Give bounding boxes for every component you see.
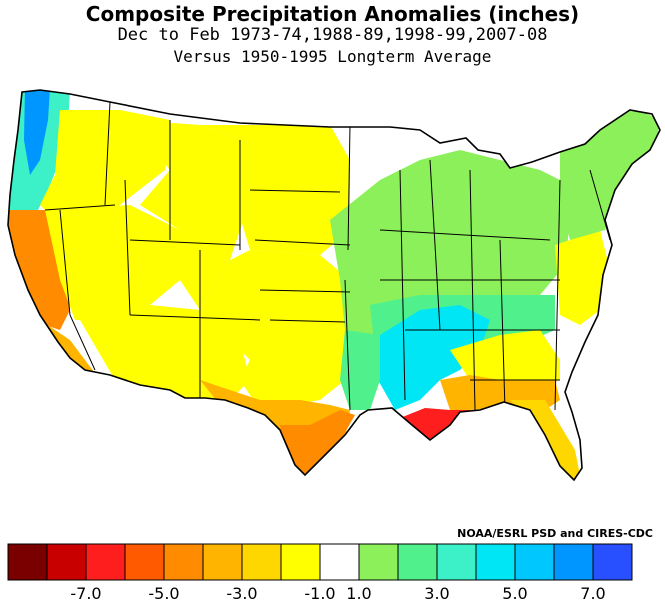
legend-bin [163, 543, 204, 581]
anomaly-color-legend: -7.0 -5.0 -3.0 -1.0 1.0 3.0 5.0 7.0 [7, 543, 633, 603]
region-puget-sound [24, 90, 50, 175]
legend-bin [358, 543, 399, 581]
legend-bin [475, 543, 516, 581]
legend-tick-label: -1.0 [304, 584, 335, 603]
legend-bin [397, 543, 438, 581]
map-title: Composite Precipitation Anomalies (inche… [85, 2, 580, 26]
region-california-south [8, 270, 120, 400]
legend-bin [124, 543, 165, 581]
region-northern-plains [200, 125, 350, 255]
legend-bin [85, 543, 126, 581]
region-lower-mississippi [378, 305, 490, 410]
legend-bin [553, 543, 594, 581]
region-texas-coast [280, 410, 355, 475]
region-ohio-valley [330, 150, 570, 340]
region-southern-plains [200, 250, 355, 410]
legend-tick-label: -7.0 [70, 584, 101, 603]
region-great-basin [45, 205, 180, 320]
legend-bin [202, 543, 243, 581]
region-pacific-northwest-inland [40, 110, 170, 220]
legend-bin [319, 543, 360, 581]
legend-tick-label: 7.0 [580, 584, 605, 603]
legend-tick-label: -5.0 [148, 584, 179, 603]
legend-bin [592, 543, 633, 581]
legend-bin [241, 543, 282, 581]
region-southeast-inland [450, 330, 560, 390]
map-subtitle-baseline: Versus 1950-1995 Longterm Average [173, 47, 492, 66]
legend-tick-label: 3.0 [424, 584, 449, 603]
data-credit: NOAA/ESRL PSD and CIRES-CDC [457, 527, 653, 540]
state-borders [44, 101, 611, 411]
legend-bin [436, 543, 477, 581]
region-new-england [560, 108, 660, 240]
region-deep-south-west [340, 330, 380, 410]
legend-tick-label: -3.0 [226, 584, 257, 603]
region-mid-atlantic [555, 230, 610, 325]
map-subtitle-seasons: Dec to Feb 1973-74,1988-89,1998-99,2007-… [117, 25, 548, 45]
legend-tick-label: 1.0 [346, 584, 371, 603]
precipitation-anomaly-map [7, 89, 661, 481]
region-rockies [130, 120, 250, 310]
legend-bin [7, 543, 48, 581]
legend-bin [280, 543, 321, 581]
region-florida [510, 400, 580, 480]
legend-bin [46, 543, 87, 581]
legend-tick-label: 5.0 [502, 584, 527, 603]
legend-bin [514, 543, 555, 581]
region-southwest [80, 305, 250, 400]
